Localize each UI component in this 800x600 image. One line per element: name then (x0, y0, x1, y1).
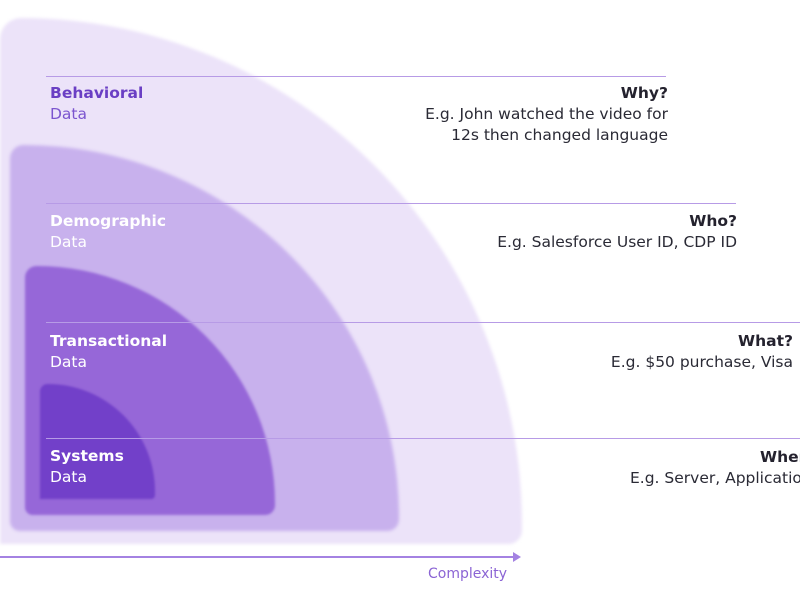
layer-subtitle: Data (50, 233, 88, 251)
layer-description-transactional: What? E.g. $50 purchase, Visa (611, 331, 793, 373)
layer-description-systems: When E.g. Server, Applicatio (630, 447, 800, 489)
layer-description-behavioral: Why? E.g. John watched the video for 12s… (425, 83, 668, 146)
layer-subtitle: Data (50, 468, 88, 486)
layer-example-line: E.g. $50 purchase, Visa (610, 353, 793, 371)
divider-demographic (46, 203, 736, 204)
layer-title: Demographic (50, 212, 167, 230)
layer-example-line: E.g. John watched the video for (425, 105, 668, 123)
layer-example-line: 12s then changed language (451, 126, 668, 144)
layer-subtitle: Data (50, 353, 88, 371)
layer-question: Why? (620, 84, 668, 102)
layer-example-line: E.g. Salesforce User ID, CDP ID (497, 233, 737, 251)
layer-label-demographic: Demographic Data (50, 211, 166, 253)
divider-behavioral (46, 76, 666, 77)
layer-subtitle: Data (50, 105, 88, 123)
layer-title: Behavioral (50, 84, 144, 102)
layer-label-behavioral: Behavioral Data (50, 83, 143, 125)
divider-systems (46, 438, 800, 439)
layer-label-systems: Systems Data (50, 446, 124, 488)
layer-example-line: E.g. Server, Applicatio (630, 469, 800, 487)
layer-description-demographic: Who? E.g. Salesforce User ID, CDP ID (497, 211, 737, 253)
layer-question: Who? (689, 212, 737, 230)
layer-question: When (760, 448, 800, 466)
layer-question: What? (738, 332, 793, 350)
layer-title: Systems (50, 447, 124, 465)
divider-transactional (46, 322, 800, 323)
arrow-right-icon (513, 552, 521, 562)
layer-title: Transactional (50, 332, 168, 350)
complexity-axis-line (0, 556, 515, 558)
layer-label-transactional: Transactional Data (50, 331, 167, 373)
axis-label: Complexity (428, 566, 508, 582)
